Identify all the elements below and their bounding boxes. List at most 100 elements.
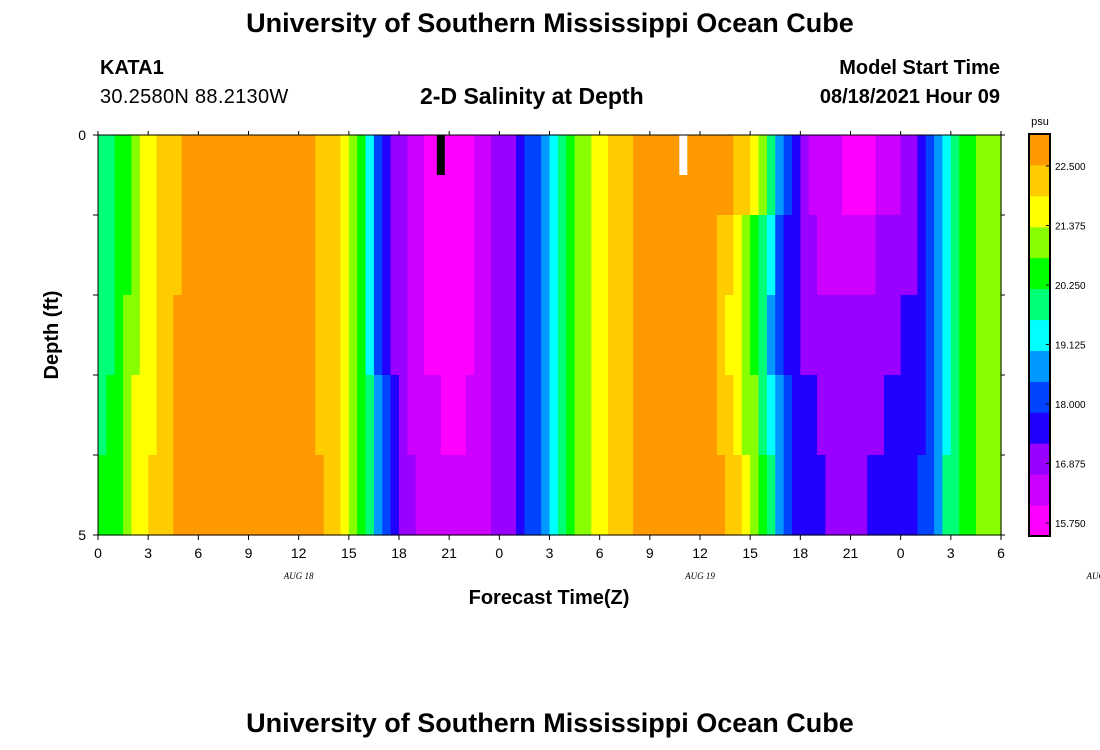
heatmap-cell: [465, 135, 475, 216]
heatmap-cell: [708, 295, 718, 376]
surface-marker: [679, 135, 688, 175]
colorbar-band: [1029, 288, 1050, 321]
heatmap-cell: [482, 295, 492, 376]
heatmap-cell: [407, 295, 417, 376]
heatmap-cell: [750, 135, 760, 216]
heatmap-cell: [156, 455, 166, 536]
heatmap-cell: [457, 215, 467, 296]
heatmap-cell: [909, 375, 918, 456]
heatmap-cell: [842, 135, 852, 216]
heatmap-cell: [800, 295, 810, 376]
heatmap-cell: [750, 215, 760, 296]
heatmap-cell: [532, 375, 542, 456]
heatmap-cell: [992, 295, 1002, 376]
heatmap-cell: [766, 455, 776, 536]
heatmap-cell: [624, 375, 634, 456]
heatmap-cell: [98, 455, 107, 536]
heatmap-cell: [992, 135, 1002, 216]
x-tick-label: 3: [947, 545, 955, 561]
x-axis-title: Forecast Time(Z): [469, 587, 630, 609]
heatmap-cell: [390, 295, 400, 376]
heatmap-cell: [967, 455, 977, 536]
heatmap-cell: [449, 455, 459, 536]
heatmap-cell: [725, 135, 735, 216]
heatmap-cell: [909, 135, 918, 216]
heatmap-cell: [332, 455, 342, 536]
heatmap-cell: [633, 455, 643, 536]
heatmap-cell: [524, 375, 534, 456]
y-tick-label-5: 5: [78, 527, 86, 543]
heatmap-cell: [917, 135, 927, 216]
heatmap-cell: [725, 295, 735, 376]
heatmap-cell: [591, 135, 601, 216]
heatmap-cell: [825, 375, 835, 456]
heatmap-cell: [825, 455, 835, 536]
heatmap-cell: [758, 455, 768, 536]
heatmap-cell: [265, 455, 275, 536]
heatmap-cell: [599, 455, 609, 536]
heatmap-cell: [432, 295, 442, 376]
heatmap-cell: [223, 215, 233, 296]
heatmap-cell: [365, 135, 375, 216]
heatmap-cell: [741, 375, 751, 456]
heatmap-cell: [633, 135, 643, 216]
heatmap-cell: [424, 215, 434, 296]
heatmap-cell: [791, 135, 801, 216]
heatmap-cell: [700, 295, 709, 376]
heatmap-cell: [541, 295, 551, 376]
heatmap-cell: [934, 215, 944, 296]
heatmap-cell: [725, 215, 735, 296]
heatmap-cell: [624, 295, 634, 376]
heatmap-cell: [332, 375, 342, 456]
heatmap-cell: [582, 135, 592, 216]
heatmap-cell: [716, 295, 726, 376]
heatmap-cell: [449, 375, 459, 456]
heatmap-cell: [658, 215, 668, 296]
heatmap-cell: [348, 215, 358, 296]
heatmap-cell: [892, 215, 902, 296]
colorbar-tick-label: 22.500: [1055, 162, 1086, 173]
heatmap-cell: [875, 455, 885, 536]
heatmap-cell: [474, 295, 484, 376]
heatmap-cell: [490, 135, 500, 216]
heatmap-cell: [808, 375, 818, 456]
heatmap-cell: [850, 375, 860, 456]
heatmap-cell: [783, 455, 793, 536]
heatmap-cell: [733, 215, 743, 296]
heatmap-cell: [850, 295, 860, 376]
heatmap-cell: [733, 295, 743, 376]
heatmap-cell: [382, 375, 392, 456]
heatmap-cell: [281, 135, 291, 216]
heatmap-cell: [942, 295, 952, 376]
heatmap-cell: [925, 375, 935, 456]
heatmap-cell: [741, 215, 751, 296]
heatmap-cell: [273, 455, 283, 536]
heatmap-cell: [950, 455, 960, 536]
x-tick-label: 15: [742, 545, 758, 561]
heatmap-cell: [599, 135, 609, 216]
heatmap-cell: [332, 295, 342, 376]
heatmap-cell: [917, 215, 927, 296]
heatmap-cell: [399, 215, 408, 296]
heatmap-cell: [942, 135, 952, 216]
heatmap-cell: [181, 375, 191, 456]
heatmap-cell: [231, 215, 241, 296]
heatmap-cell: [281, 375, 291, 456]
heatmap-cell: [716, 215, 726, 296]
heatmap-cell: [791, 215, 801, 296]
heatmap-cell: [875, 375, 885, 456]
heatmap-cell: [440, 135, 450, 216]
colorbar-band: [1029, 381, 1050, 413]
heatmap-cell: [298, 215, 308, 296]
heatmap-cell: [407, 375, 417, 456]
heatmap-cell: [683, 135, 693, 216]
heatmap-cell: [457, 375, 467, 456]
heatmap-cell: [139, 375, 149, 456]
heatmap-cell: [674, 455, 684, 536]
heatmap-cell: [700, 375, 709, 456]
heatmap-cell: [557, 135, 567, 216]
heatmap-cell: [490, 215, 500, 296]
heatmap-cell: [892, 295, 902, 376]
heatmap-cell: [892, 375, 902, 456]
heatmap-cell: [808, 215, 818, 296]
